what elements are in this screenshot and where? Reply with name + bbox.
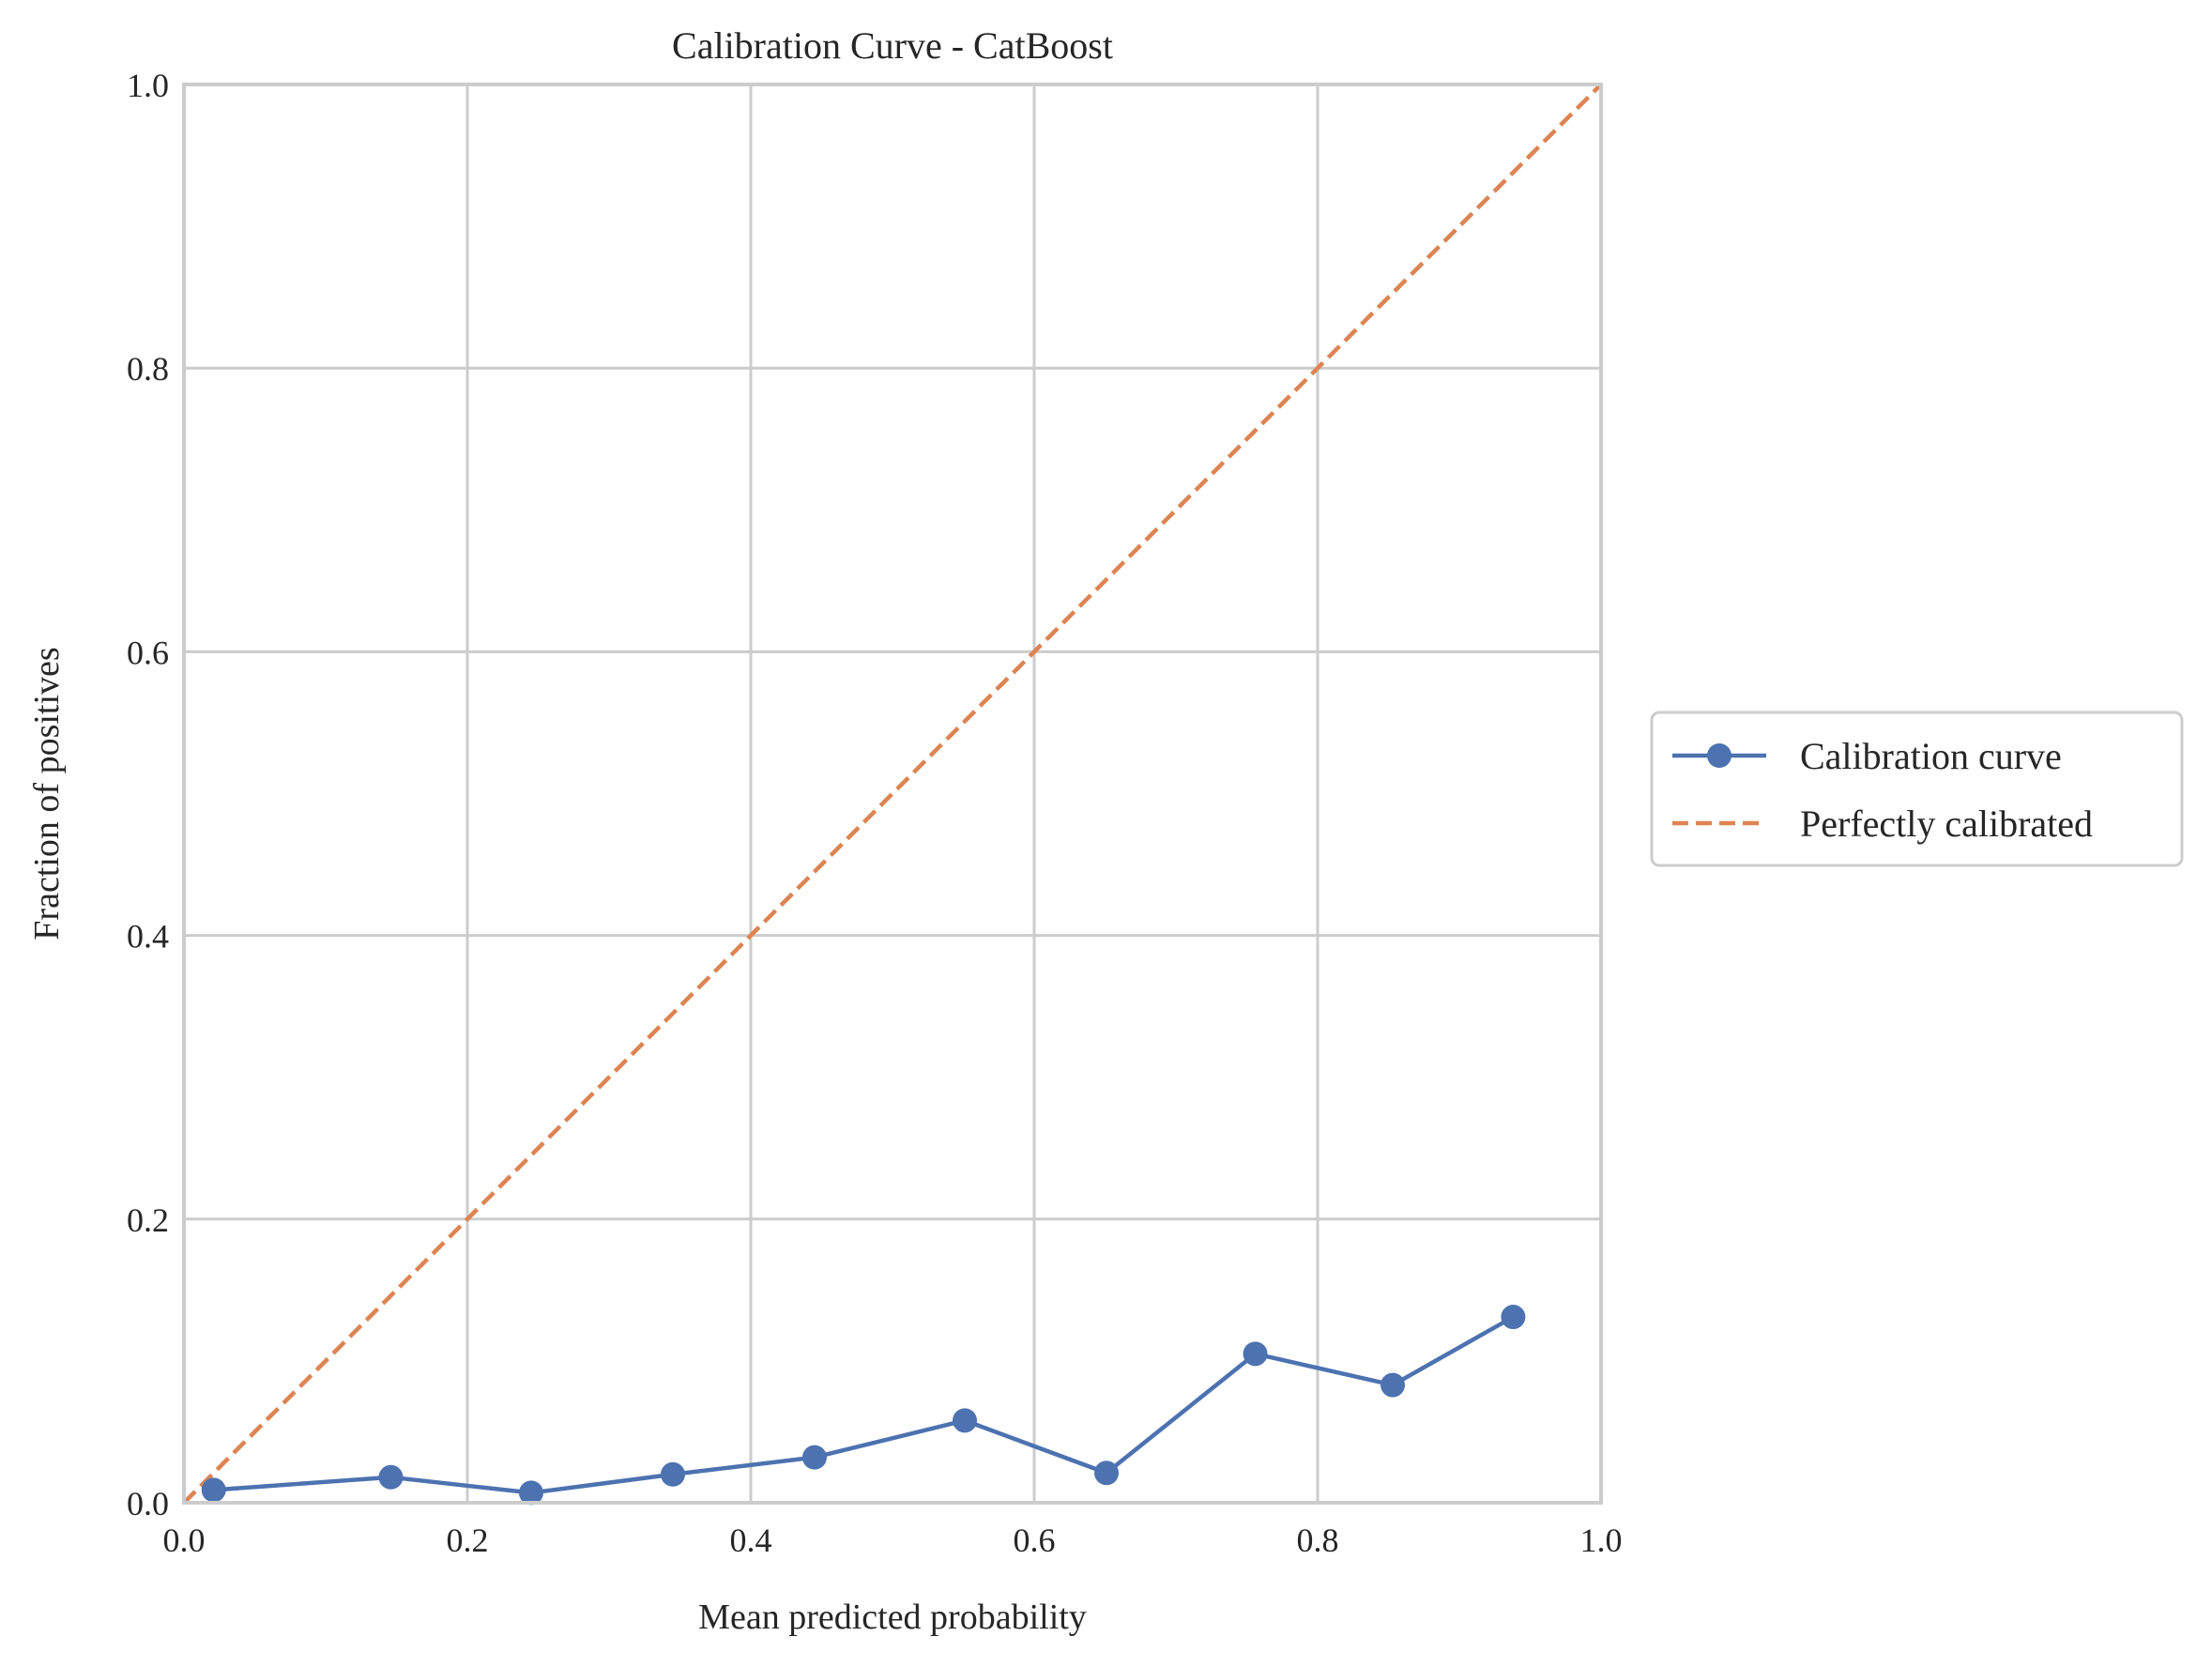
chart-title: Calibration Curve - CatBoost (672, 24, 1113, 67)
legend-item: Calibration curve (1672, 735, 2062, 777)
series-1 (182, 83, 1603, 1505)
legend-item: Perfectly calibrated (1672, 803, 2093, 845)
x-tick-label: 0.4 (730, 1522, 772, 1559)
legend-label: Perfectly calibrated (1800, 803, 2093, 845)
x-tick-label: 0.2 (447, 1522, 489, 1559)
data-point (378, 1464, 404, 1490)
legend-label: Calibration curve (1800, 735, 2062, 777)
x-tick-label: 0.8 (1297, 1522, 1339, 1559)
x-tick-label: 0.6 (1014, 1522, 1056, 1559)
data-point (518, 1480, 543, 1506)
series-0 (201, 1305, 1526, 1506)
legend-marker (1707, 743, 1731, 768)
y-tick-label: 0.8 (127, 350, 169, 388)
data-point (660, 1461, 685, 1487)
x-axis-ticks: 0.0 0.2 0.4 0.6 0.8 1.0 (163, 1522, 1623, 1559)
y-tick-label: 0.4 (127, 918, 169, 956)
series-layer (182, 83, 1603, 1506)
data-point (801, 1445, 827, 1470)
data-point (953, 1408, 978, 1433)
y-tick-label: 0.6 (127, 634, 169, 671)
x-axis-label: Mean predicted probability (698, 1598, 1087, 1637)
x-tick-label: 1.0 (1580, 1522, 1623, 1559)
data-point (1381, 1372, 1406, 1398)
x-tick-label: 0.0 (163, 1522, 206, 1559)
data-point (201, 1477, 226, 1503)
legend: Calibration curve Perfectly calibrated (1650, 711, 2184, 867)
series-line (182, 83, 1603, 1505)
series-line (213, 1315, 1515, 1495)
data-point (1094, 1461, 1120, 1486)
y-tick-label: 0.2 (127, 1201, 169, 1239)
data-point (1243, 1341, 1268, 1367)
y-axis-label: Fraction of positives (27, 647, 67, 940)
y-tick-label: 0.0 (127, 1485, 169, 1522)
y-axis-ticks: 0.0 0.2 0.4 0.6 0.8 1.0 (127, 67, 169, 1522)
plot-frame (182, 83, 1603, 1505)
y-tick-label: 1.0 (127, 67, 169, 104)
legend-box (1650, 711, 2184, 867)
data-point (1501, 1305, 1526, 1330)
